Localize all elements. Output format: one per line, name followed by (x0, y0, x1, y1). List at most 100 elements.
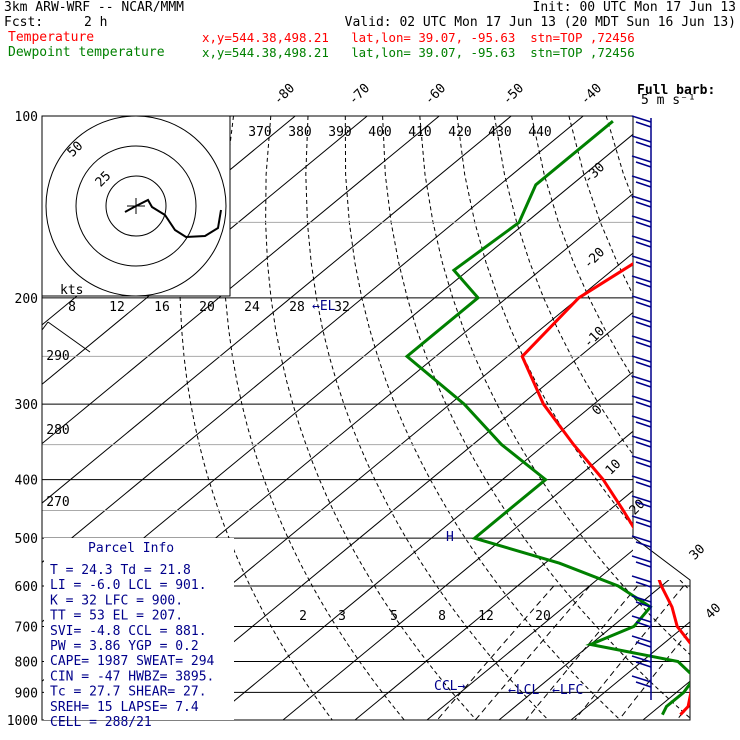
isotherm-label: 40 (703, 601, 725, 623)
isobar-label-700: 700 (15, 620, 38, 635)
wind-barb (635, 241, 652, 248)
wind-barb (635, 541, 652, 548)
mixing-ratio-label: 20 (535, 609, 551, 624)
wind-barb (635, 201, 652, 208)
wind-barb (631, 635, 652, 643)
wind-barb (635, 161, 652, 168)
dry-adiabat-label: 280 (46, 423, 69, 438)
parcel-row: Tc = 27.7 SHEAR= 27. (50, 685, 207, 700)
parcel-row: K = 32 LFC = 900. (50, 593, 183, 608)
wind-barb (635, 521, 652, 528)
wind-barb (631, 215, 652, 223)
isotherm-line (642, 116, 690, 720)
lcl-marker: ←LCL (508, 683, 539, 698)
mixing-ratio-line (525, 585, 638, 720)
dry-adiabat (568, 116, 690, 720)
dry-adiabat (531, 116, 690, 720)
wind-barb (631, 555, 652, 563)
wind-barb (631, 155, 652, 163)
forecast-label: Fcst: (4, 15, 44, 30)
wind-barb (631, 575, 652, 583)
mixing-ratio-label: 2 (299, 609, 307, 624)
wind-barb (635, 141, 652, 148)
isobar-label-900: 900 (15, 686, 38, 701)
isotherm-line (282, 116, 690, 720)
mixing-ratio-label: 3 (338, 609, 346, 624)
el-marker: ←EL (312, 299, 336, 314)
wind-barb (635, 661, 652, 668)
wind-barb (631, 655, 652, 663)
theta-label: 400 (368, 125, 391, 140)
isotherm-line (570, 116, 690, 720)
wind-barb (635, 501, 652, 508)
isotherm-label: 30 (687, 542, 709, 564)
isobar-label-400: 400 (15, 474, 38, 489)
hodograph-speed-label: 12 (109, 300, 125, 315)
theta-label: 380 (288, 125, 311, 140)
isotherm-line (42, 116, 584, 720)
wind-barb (635, 381, 652, 388)
isotherm-label: -80 (271, 81, 298, 108)
hodograph-ring (45, 115, 227, 297)
hodograph-speed-label: 8 (68, 300, 76, 315)
isotherm-line (498, 116, 690, 720)
wind-barb (631, 455, 652, 463)
wind-barb (635, 401, 652, 408)
hodograph-ring (105, 175, 167, 237)
isotherm-line (426, 116, 690, 720)
hodograph-speed-label: 24 (244, 300, 260, 315)
legend-dewpoint: Dewpoint temperature (8, 45, 165, 60)
theta-label: 370 (248, 125, 271, 140)
isotherm-label: -30 (581, 160, 608, 187)
mixing-ratio-label: 8 (438, 609, 446, 624)
wind-barb (631, 335, 652, 343)
parcel-row: CELL = 288/21 (50, 715, 152, 730)
theta-label: 420 (448, 125, 471, 140)
init-time: Init: 00 UTC Mon 17 Jun 13 (532, 0, 737, 15)
wind-barb (631, 595, 652, 603)
wind-barb (631, 415, 652, 423)
mixing-ratio-line (725, 586, 740, 720)
dry-adiabat (265, 116, 477, 720)
isotherm-label: -20 (581, 245, 608, 272)
wind-barb (635, 441, 652, 448)
theta-label: 440 (528, 125, 551, 140)
wind-barb (631, 195, 652, 203)
mixing-ratio-label: 5 (390, 609, 398, 624)
dry-adiabat (419, 116, 690, 720)
wind-barb-label: Full barb: (637, 83, 715, 98)
temperature-line (520, 119, 690, 716)
dry-adiabat-label: 270 (46, 495, 69, 510)
isobar-label-1000: 1000 (7, 714, 38, 729)
isobar-label-200: 200 (15, 292, 38, 307)
parcel-box-bg (44, 538, 234, 720)
isobar-label-300: 300 (15, 398, 38, 413)
isotherm-label: -60 (422, 81, 449, 108)
wind-barb-unit: 5 m s⁻¹ (641, 93, 696, 108)
dry-adiabat-label: 290 (46, 349, 69, 364)
model-title: 3km ARW-WRF -- NCAR/MMM (4, 0, 185, 15)
parcel-title: Parcel Info (88, 541, 174, 556)
h-marker: H (446, 530, 454, 545)
theta-label: 410 (408, 125, 431, 140)
wind-barb (635, 621, 652, 628)
isotherm-line (138, 116, 690, 720)
valid-time: Valid: 02 UTC Mon 17 Jun 13 (20 MDT Sun … (344, 15, 736, 30)
wind-barb (631, 675, 652, 683)
isotherm-label: -50 (500, 81, 527, 108)
wind-barb (631, 115, 652, 123)
wind-barb (631, 495, 652, 503)
hodograph-ring (75, 145, 197, 267)
wind-barb (631, 395, 652, 403)
wind-barb (635, 341, 652, 348)
mixing-ratio-line (436, 585, 555, 720)
isotherm-label: -70 (346, 81, 373, 108)
wind-barb (631, 435, 652, 443)
lfc-marker: ←LFC (552, 683, 583, 698)
dry-adiabat (718, 116, 740, 720)
wind-barb (635, 481, 652, 488)
hodograph-speed-label: 32 (334, 300, 350, 315)
isotherm-line (354, 116, 690, 720)
parcel-row: CIN = -47 HWBZ= 3895. (50, 669, 214, 684)
parcel-info-box: Parcel Info T = 24.3 Td = 21.8LI = -6.0 L… (44, 538, 234, 730)
